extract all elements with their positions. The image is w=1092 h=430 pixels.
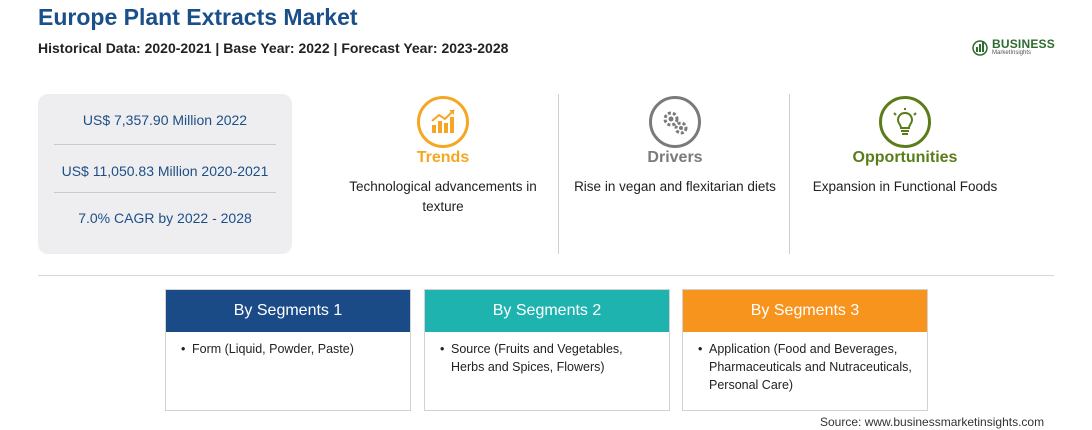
bullet: • — [181, 342, 186, 356]
page-subtitle: Historical Data: 2020-2021 | Base Year: … — [38, 40, 509, 56]
stat-divider — [54, 144, 276, 145]
bullet: • — [440, 342, 445, 356]
trends-card: Trends Technological advancements in tex… — [328, 94, 558, 254]
logo-globe-icon — [972, 40, 988, 56]
segment-card-2: By Segments 2 • Source (Fruits and Veget… — [424, 289, 670, 411]
drivers-text: Rise in vegan and flexitarian diets — [574, 179, 776, 194]
segment-1-heading: By Segments 1 — [166, 290, 410, 332]
section-divider — [38, 275, 1054, 276]
logo-tagline: MarketInsights — [992, 50, 1032, 56]
segment-3-text: Application (Food and Beverages, Pharmac… — [709, 342, 912, 392]
segment-3-heading: By Segments 3 — [683, 290, 927, 332]
logo-name: BUSINESS — [992, 37, 1055, 51]
trends-heading: Trends — [416, 149, 470, 166]
card-divider — [558, 94, 559, 254]
market-stats-panel: US$ 7,357.90 Million 2022 US$ 11,050.83 … — [38, 94, 292, 254]
lightbulb-icon — [879, 96, 931, 148]
trend-chart-icon — [417, 96, 469, 148]
segment-2-text: Source (Fruits and Vegetables, Herbs and… — [451, 342, 623, 374]
card-divider — [789, 94, 790, 254]
segment-1-text: Form (Liquid, Powder, Paste) — [192, 342, 354, 356]
gears-icon — [649, 96, 701, 148]
source-credit: Source: www.businessmarketinsights.com — [820, 415, 1045, 429]
opportunities-heading: Opportunities — [852, 149, 958, 166]
opportunities-card: Opportunities Expansion in Functional Fo… — [790, 94, 1020, 254]
segment-2-heading: By Segments 2 — [425, 290, 669, 332]
opportunities-text: Expansion in Functional Foods — [812, 179, 998, 194]
market-value-2022: US$ 7,357.90 Million 2022 — [82, 112, 248, 128]
bullet: • — [698, 342, 703, 356]
business-market-insights-logo[interactable]: BUSINESS MarketInsights — [972, 36, 1062, 60]
market-value-historical: US$ 11,050.83 Million 2020-2021 — [61, 163, 269, 179]
stat-divider — [54, 192, 276, 193]
market-cagr: 7.0% CAGR by 2022 - 2028 — [78, 210, 252, 226]
segment-card-3: By Segments 3 • Application (Food and Be… — [682, 289, 928, 411]
trends-text: Technological advancements in texture — [349, 179, 537, 214]
page-title: Europe Plant Extracts Market — [38, 4, 358, 30]
segment-card-1: By Segments 1 • Form (Liquid, Powder, Pa… — [165, 289, 411, 411]
drivers-card: Drivers Rise in vegan and flexitarian di… — [560, 94, 790, 254]
drivers-heading: Drivers — [647, 149, 703, 166]
